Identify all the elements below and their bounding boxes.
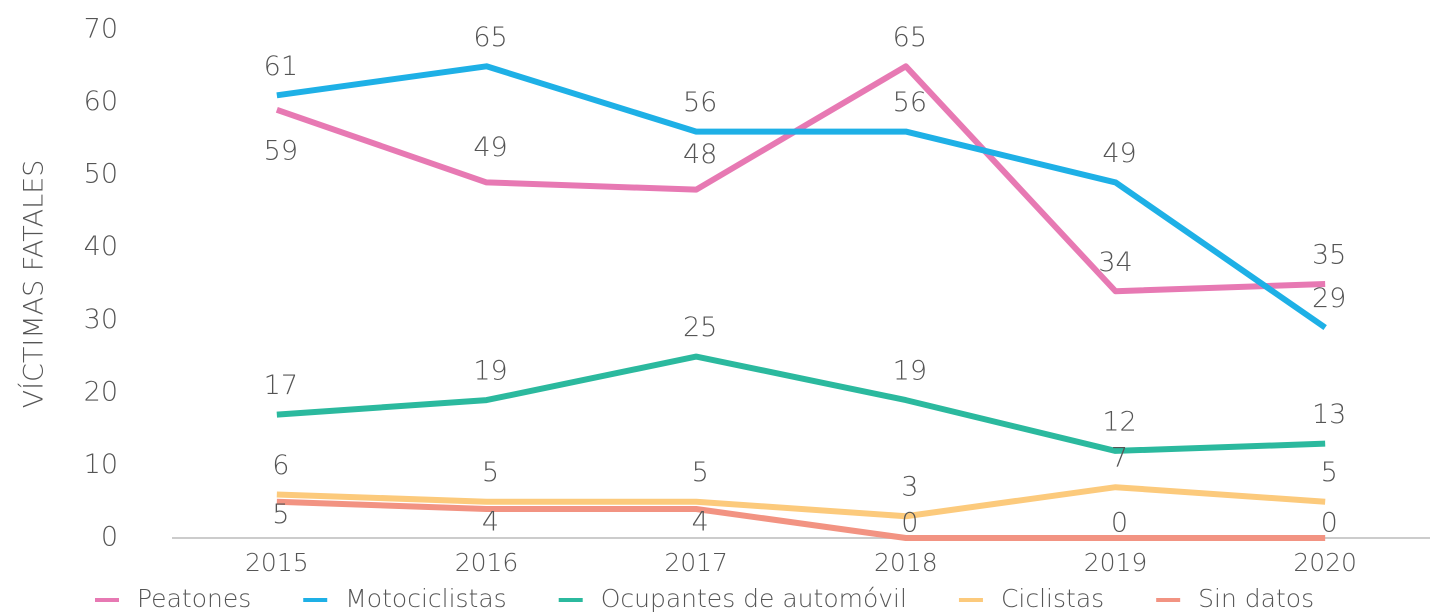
data-label: 5: [1321, 457, 1338, 488]
data-label: 4: [482, 506, 499, 537]
legend-label: Ciclistas: [1001, 584, 1104, 613]
y-tick-label: 20: [84, 376, 118, 407]
y-tick-label: 30: [84, 304, 118, 335]
data-label: 12: [1102, 406, 1136, 437]
data-label: 65: [473, 22, 507, 53]
data-label: 19: [893, 356, 927, 387]
data-label: 5: [692, 457, 709, 488]
x-tick-label: 2016: [455, 548, 519, 577]
legend-label: Peatones: [137, 584, 251, 613]
y-tick-label: 50: [84, 159, 118, 190]
data-label: 29: [1312, 283, 1346, 314]
data-label: 5: [482, 457, 499, 488]
data-label: 49: [473, 132, 507, 163]
line: [275, 63, 1326, 295]
data-label: 3: [901, 472, 918, 503]
data-label: 56: [893, 87, 927, 118]
y-tick-label: 60: [84, 86, 118, 117]
data-label: 49: [1102, 138, 1136, 169]
x-tick-label: 2019: [1084, 548, 1148, 577]
y-tick-label: 10: [84, 449, 118, 480]
data-label: 4: [692, 506, 709, 537]
data-label: 7: [1111, 443, 1128, 474]
line: [276, 484, 1326, 520]
data-label: 0: [901, 508, 918, 539]
data-label: 59: [264, 135, 298, 166]
x-tick-label: 2017: [664, 548, 728, 577]
legend-label: Sin datos: [1198, 584, 1314, 613]
data-label: 6: [272, 450, 289, 481]
y-tick-label: 40: [84, 231, 118, 262]
line: [276, 498, 1326, 541]
line: [276, 353, 1326, 454]
x-tick-label: 2020: [1293, 548, 1357, 577]
data-label: 19: [473, 356, 507, 387]
data-label: 0: [1111, 508, 1128, 539]
line: [276, 63, 1327, 331]
data-label: 25: [683, 312, 717, 343]
data-label: 34: [1098, 247, 1132, 278]
y-tick-label: 70: [84, 14, 118, 45]
data-label: 56: [683, 87, 717, 118]
data-label: 61: [264, 51, 298, 82]
data-label: 13: [1312, 399, 1346, 430]
x-tick-label: 2015: [245, 548, 309, 577]
legend-label: Ocupantes de automóvil: [601, 584, 907, 613]
x-tick-label: 2018: [874, 548, 938, 577]
data-label: 35: [1312, 240, 1346, 271]
data-label: 5: [272, 499, 289, 530]
data-label: 0: [1321, 508, 1338, 539]
y-axis-label: VÍCTIMAS FATALES: [18, 160, 50, 409]
data-label: 65: [893, 22, 927, 53]
data-label: 48: [683, 139, 717, 170]
legend-label: Motociclistas: [345, 584, 506, 613]
data-label: 17: [264, 370, 298, 401]
y-tick-label: 0: [101, 522, 118, 553]
